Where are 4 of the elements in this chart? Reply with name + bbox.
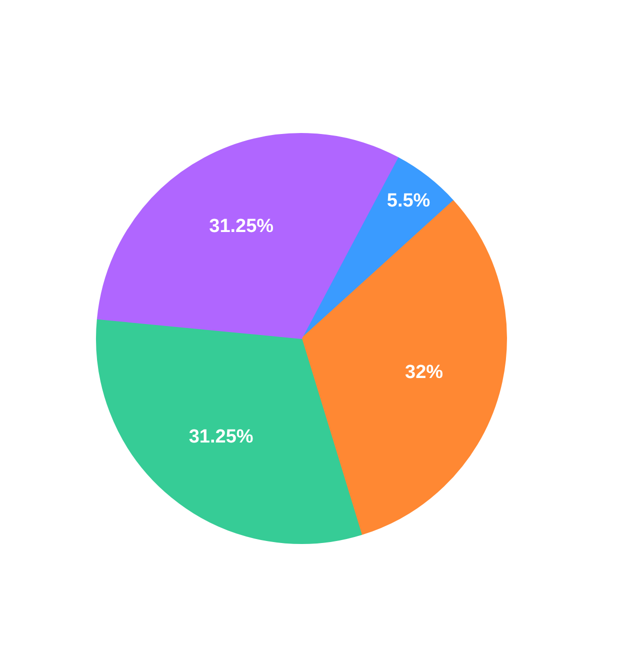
data-label: 5.5% <box>386 190 430 212</box>
data-label: 31.25% <box>188 426 254 448</box>
data-label: 32% <box>405 362 444 383</box>
data-label: 31.25% <box>209 216 274 238</box>
